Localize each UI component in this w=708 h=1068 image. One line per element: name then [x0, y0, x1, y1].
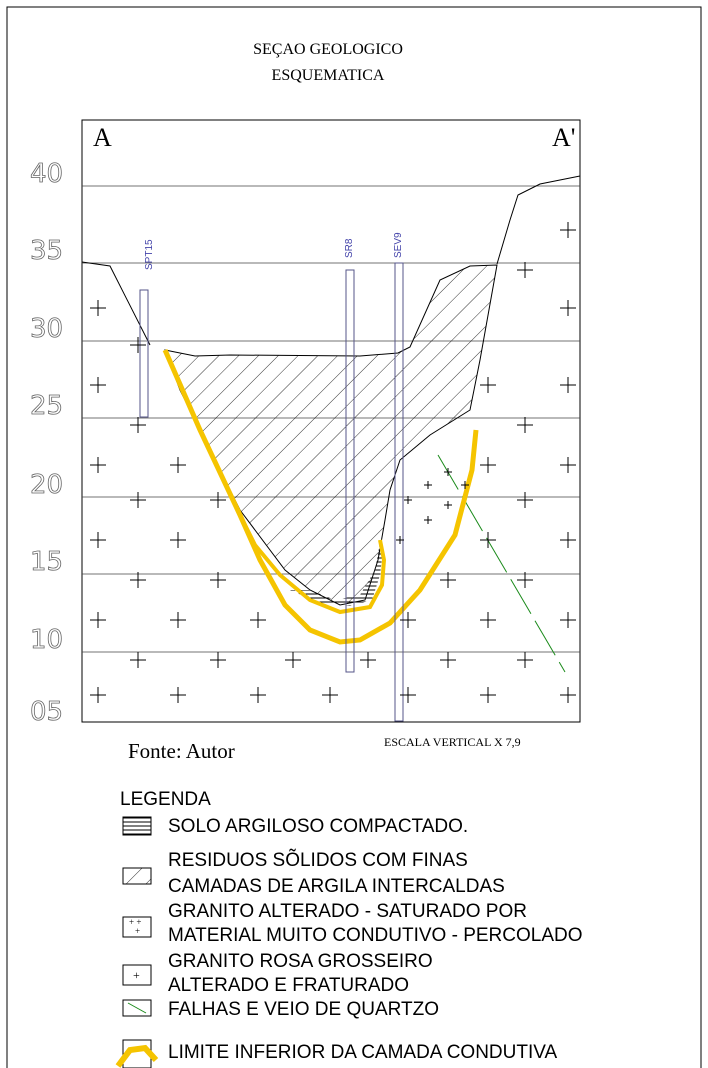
borehole [140, 290, 148, 417]
granite-symbol [210, 572, 226, 588]
granite-symbol [480, 457, 496, 473]
legend-text: GRANITO ROSA GROSSEIRO [168, 951, 433, 972]
granite-symbol [560, 612, 576, 628]
granite-symbol [250, 687, 266, 703]
granite-symbol [170, 687, 186, 703]
legend-text: LIMITE INFERIOR DA CAMADA CONDUTIVA [168, 1042, 558, 1063]
granite-symbol [517, 262, 533, 278]
granite-symbol [560, 532, 576, 548]
section-end-label: A' [552, 123, 575, 152]
granite-symbol [130, 337, 146, 353]
granite-symbol [322, 687, 338, 703]
granite-symbol [517, 652, 533, 668]
fault-line [438, 455, 565, 672]
legend-title: LEGENDA [120, 789, 211, 810]
waste-layer [165, 265, 497, 605]
scale-note: ESCALA VERTICAL X 7,9 [384, 735, 521, 749]
granite-symbol [90, 377, 106, 393]
legend-text: ALTERADO E FRATURADO [168, 975, 409, 996]
legend-symbol: + [135, 926, 140, 936]
granite-symbol [560, 687, 576, 703]
elevation-label: 20 [30, 470, 63, 500]
legend-symbol [118, 1048, 156, 1066]
granite-symbol [285, 652, 301, 668]
elevation-label: 30 [30, 314, 63, 344]
granite-symbol [90, 612, 106, 628]
granite-symbol [210, 652, 226, 668]
granite-symbol [170, 532, 186, 548]
granite-symbol [517, 417, 533, 433]
granite-symbol [560, 457, 576, 473]
granite-symbol [480, 612, 496, 628]
granite-symbol [517, 492, 533, 508]
granite-symbol [130, 652, 146, 668]
section-end-label: A [93, 123, 112, 152]
granite-symbol [480, 687, 496, 703]
granite-symbol [210, 492, 226, 508]
ground-profile [497, 176, 580, 264]
granite-symbol [424, 481, 432, 489]
elevation-label: 35 [30, 236, 63, 266]
granite-symbol [130, 417, 146, 433]
legend-symbol: + [133, 968, 140, 982]
granite-symbol [560, 377, 576, 393]
cross-section: SPT15 SR8 SEV9 A A' [82, 120, 580, 722]
title-line: ESQUEMATICA [272, 67, 385, 84]
title-line: SEÇAO GEOLOGICO [253, 41, 403, 58]
legend-text: GRANITO ALTERADO - SATURADO POR [168, 901, 527, 922]
granite-symbol [480, 377, 496, 393]
granite-symbol [560, 222, 576, 238]
source: Fonte: Autor [128, 739, 235, 763]
granite-symbol [90, 300, 106, 316]
legend-text: MATERIAL MUITO CONDUTIVO - PERCOLADO [168, 925, 583, 946]
legend-swatch [123, 817, 151, 835]
granite-symbol [440, 572, 456, 588]
granite-symbol [90, 687, 106, 703]
elevation-label: 40 [30, 159, 63, 189]
elevation-label: 25 [30, 391, 63, 421]
borehole-label: SEV9 [393, 232, 404, 258]
granite-symbol [90, 457, 106, 473]
borehole-label: SR8 [344, 238, 355, 258]
elevation-label: 10 [30, 625, 63, 655]
elevation-label: 05 [30, 697, 63, 727]
elevation-labels: 40 35 30 25 20 15 10 05 [30, 159, 63, 727]
borehole-label: SPT15 [144, 239, 155, 270]
granite-symbol [400, 612, 416, 628]
granite-symbol [400, 687, 416, 703]
page: SEÇAO GEOLOGICO ESQUEMATICA SPT15 SR8 SE… [0, 0, 708, 1068]
granite-symbol [360, 652, 376, 668]
granite-symbol [440, 652, 456, 668]
granite-symbol [444, 468, 452, 476]
legend-text: FALHAS E VEIO DE QUARTZO [168, 999, 439, 1020]
legend-text: SOLO ARGILOSO COMPACTADO. [168, 816, 468, 837]
granite-symbol [130, 572, 146, 588]
granite-symbol [170, 457, 186, 473]
legend-symbol [128, 1003, 146, 1013]
granite-symbol [480, 532, 496, 548]
legend-text: RESIDUOS SÕLIDOS COM FINAS [168, 849, 468, 871]
granite-symbol [250, 612, 266, 628]
granite-symbol [560, 300, 576, 316]
legend-swatch [123, 868, 151, 884]
elevation-label: 15 [30, 547, 63, 577]
granite-symbol [170, 612, 186, 628]
granite-symbol [424, 516, 432, 524]
granite-symbol [517, 572, 533, 588]
granite-symbol [444, 501, 452, 509]
granite-symbol [90, 532, 106, 548]
legend: + + + + SOLO ARGILOSO COMPACTADO.RESIDUO… [118, 816, 583, 1068]
granite-symbol [130, 492, 146, 508]
legend-text: CAMADAS DE ARGILA INTERCALDAS [168, 876, 505, 897]
